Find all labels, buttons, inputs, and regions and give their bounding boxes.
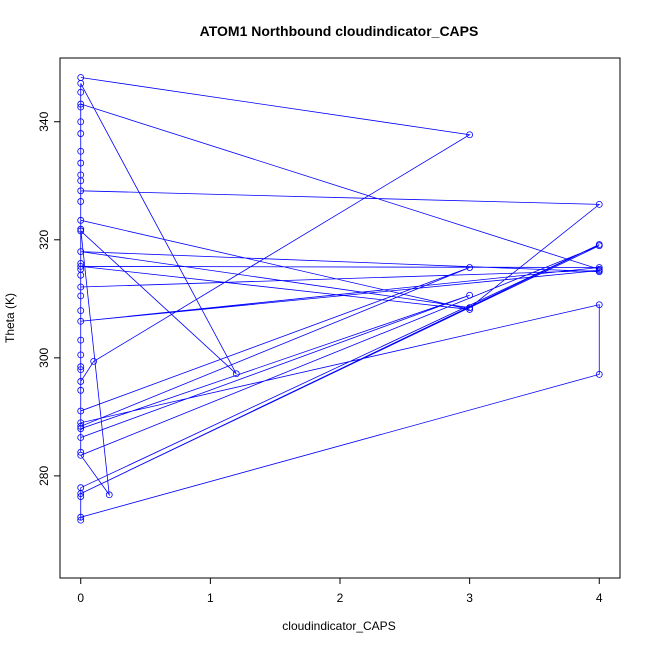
data-point	[77, 493, 85, 500]
data-point	[77, 187, 85, 195]
data-point	[466, 131, 474, 139]
data-point	[77, 336, 85, 344]
data-line	[80, 77, 601, 521]
y-tick-label: 320	[37, 229, 51, 249]
data-point	[77, 363, 85, 371]
data-point	[77, 100, 85, 108]
data-point	[77, 307, 85, 315]
data-point	[77, 118, 85, 126]
data-point	[466, 291, 474, 299]
data-point	[595, 370, 603, 378]
data-point	[77, 227, 85, 235]
x-tick-label: 4	[596, 591, 603, 605]
data-point	[595, 242, 603, 250]
data-point	[77, 351, 85, 359]
data-point	[466, 264, 474, 271]
data-point	[77, 79, 85, 87]
x-axis-label: cloudindicator_CAPS	[282, 619, 395, 633]
data-point	[77, 516, 85, 524]
data-point	[232, 370, 240, 378]
data-point	[466, 304, 474, 312]
y-tick-label: 280	[37, 466, 51, 486]
data-point	[77, 283, 85, 291]
data-point	[77, 198, 85, 205]
data-point	[466, 306, 474, 313]
y-tick-label: 340	[37, 111, 51, 131]
x-tick-label: 3	[466, 591, 473, 605]
y-tick-label: 300	[37, 348, 51, 368]
data-point	[77, 317, 85, 325]
data-point	[77, 147, 85, 155]
data-point	[77, 271, 85, 279]
data-point	[77, 248, 85, 255]
data-point	[77, 513, 85, 521]
data-point	[77, 225, 85, 233]
data-point	[77, 419, 85, 427]
x-tick-label: 2	[337, 591, 344, 605]
data-point	[77, 292, 85, 300]
data-point	[105, 491, 113, 499]
chart-title: ATOM1 Northbound cloudindicator_CAPS	[200, 23, 479, 39]
x-tick-label: 1	[207, 591, 214, 605]
data-point	[77, 366, 85, 374]
data-point	[77, 103, 85, 111]
data-point	[595, 301, 603, 309]
data-point	[77, 490, 85, 497]
data-point	[90, 357, 98, 365]
x-tick-label: 0	[77, 591, 84, 605]
data-point	[77, 422, 85, 430]
data-point	[77, 451, 85, 459]
data-point	[77, 407, 85, 415]
y-axis-label: Theta (K)	[3, 293, 17, 343]
data-point	[77, 448, 85, 456]
data-point	[77, 378, 85, 385]
data-point	[595, 200, 603, 208]
data-point	[77, 216, 85, 224]
data-point	[595, 267, 603, 274]
data-point	[77, 159, 85, 167]
data-point	[77, 171, 85, 179]
data-point	[77, 434, 85, 441]
data-point	[77, 88, 85, 96]
data-point	[77, 262, 85, 270]
data-point	[595, 264, 603, 271]
data-point	[77, 130, 85, 137]
data-point	[77, 386, 85, 394]
